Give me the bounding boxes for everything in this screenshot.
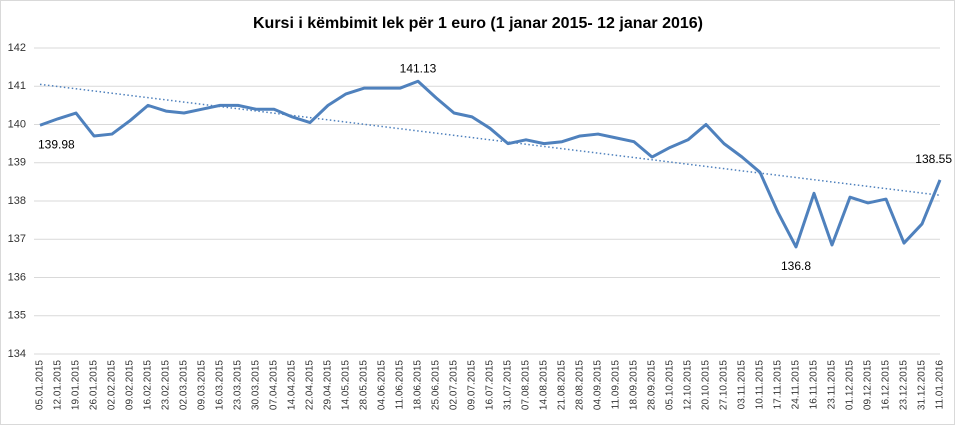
- x-tick-label: 02.07.2015: [449, 360, 460, 410]
- y-tick-label: 134: [8, 348, 26, 360]
- x-tick-label: 26.01.2015: [89, 360, 100, 410]
- data-label: 141.13: [400, 61, 437, 75]
- x-tick-label: 16.11.2015: [809, 360, 820, 410]
- x-tick-label: 28.05.2015: [359, 360, 370, 410]
- x-tick-label: 11.01.2016: [935, 360, 946, 410]
- x-tick-label: 09.12.2015: [863, 360, 874, 410]
- x-tick-label: 21.08.2015: [557, 360, 568, 410]
- x-tick-label: 31.12.2015: [917, 360, 928, 410]
- x-tick-label: 11.09.2015: [611, 360, 622, 410]
- x-tick-label: 25.06.2015: [431, 360, 442, 410]
- x-tick-label: 16.07.2015: [485, 360, 496, 410]
- x-tick-label: 24.11.2015: [791, 360, 802, 410]
- x-tick-label: 19.01.2015: [71, 360, 82, 410]
- y-tick-label: 142: [8, 42, 26, 54]
- chart-title: Kursi i këmbimit lek për 1 euro (1 janar…: [253, 15, 703, 32]
- x-tick-label: 04.06.2015: [377, 360, 388, 410]
- x-tick-label: 07.04.2015: [269, 360, 280, 410]
- x-tick-label: 31.07.2015: [503, 360, 514, 410]
- x-tick-label: 14.08.2015: [539, 360, 550, 410]
- data-label: 139.98: [38, 137, 75, 151]
- x-tick-label: 18.06.2015: [413, 360, 424, 410]
- x-tick-label: 17.11.2015: [773, 360, 784, 410]
- x-tick-label: 09.07.2015: [467, 360, 478, 410]
- x-tick-label: 23.11.2015: [827, 360, 838, 410]
- line-series: [39, 79, 942, 249]
- x-tick-label: 03.11.2015: [737, 360, 748, 410]
- y-tick-label: 141: [8, 80, 26, 92]
- x-tick-label: 12.01.2015: [53, 360, 64, 410]
- y-tick-label: 139: [8, 157, 26, 169]
- x-tick-label: 02.02.2015: [107, 360, 118, 410]
- x-tick-label: 14.04.2015: [287, 360, 298, 410]
- x-tick-label: 30.03.2015: [251, 360, 262, 410]
- x-tick-label: 23.02.2015: [161, 360, 172, 410]
- y-tick-label: 136: [8, 271, 26, 283]
- x-tick-label: 09.02.2015: [125, 360, 136, 410]
- data-label: 138.55: [915, 152, 952, 166]
- x-tick-label: 05.01.2015: [35, 360, 46, 410]
- x-tick-label: 01.12.2015: [845, 360, 856, 410]
- y-tick-label: 138: [8, 195, 26, 207]
- x-tick-label: 12.10.2015: [683, 360, 694, 410]
- x-tick-label: 10.11.2015: [755, 360, 766, 410]
- x-tick-label: 27.10.2015: [719, 360, 730, 410]
- x-tick-label: 16.12.2015: [881, 360, 892, 410]
- y-tick-label: 137: [8, 233, 26, 245]
- x-tick-label: 23.03.2015: [233, 360, 244, 410]
- trendline: [39, 83, 941, 197]
- x-tick-label: 07.08.2015: [521, 360, 532, 410]
- x-tick-label: 29.04.2015: [323, 360, 334, 410]
- y-tick-label: 140: [8, 118, 26, 130]
- x-tick-label: 22.04.2015: [305, 360, 316, 410]
- x-tick-label: 04.09.2015: [593, 360, 604, 410]
- x-tick-label: 09.03.2015: [197, 360, 208, 410]
- y-tick-label: 135: [8, 310, 26, 322]
- x-tick-label: 28.08.2015: [575, 360, 586, 410]
- x-tick-label: 18.09.2015: [629, 360, 640, 410]
- x-tick-label: 16.03.2015: [215, 360, 226, 410]
- data-label: 136.8: [781, 259, 811, 273]
- x-tick-label: 11.06.2015: [395, 360, 406, 410]
- x-tick-label: 02.03.2015: [179, 360, 190, 410]
- x-tick-label: 28.09.2015: [647, 360, 658, 410]
- x-tick-label: 20.10.2015: [701, 360, 712, 410]
- x-tick-label: 14.05.2015: [341, 360, 352, 410]
- x-tick-label: 23.12.2015: [899, 360, 910, 410]
- x-tick-label: 16.02.2015: [143, 360, 154, 410]
- x-tick-label: 05.10.2015: [665, 360, 676, 410]
